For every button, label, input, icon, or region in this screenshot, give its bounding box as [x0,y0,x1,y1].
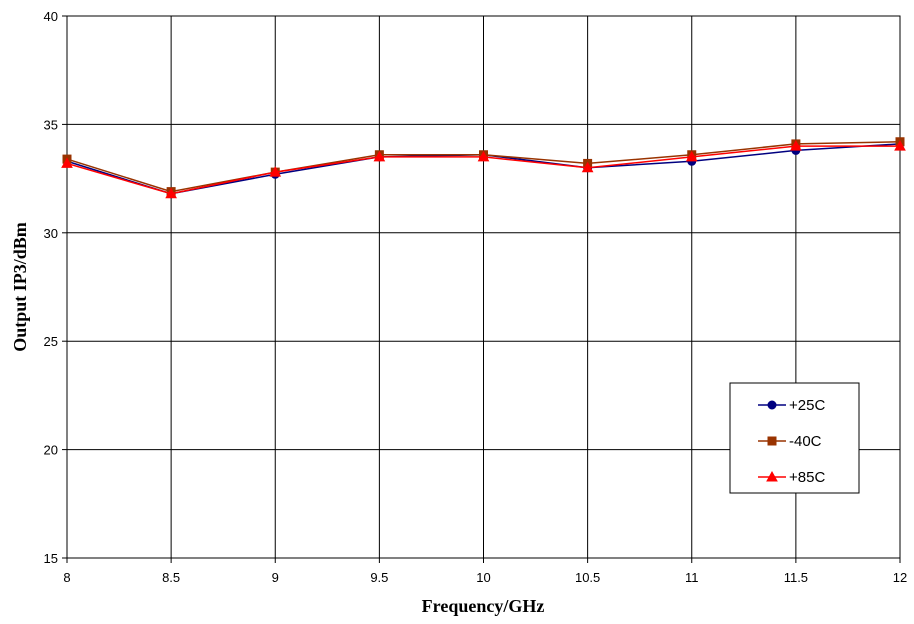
legend-marker-40c [767,436,777,446]
y-tick-label: 30 [44,226,58,241]
x-tick-label: 12 [893,570,907,585]
data-point-85c [790,140,802,151]
legend-item-85c: +85C [758,469,825,486]
legend-label: +85C [789,469,825,486]
x-tick-label: 8 [63,570,70,585]
x-tick-label: 9.5 [370,570,388,585]
series-group [61,137,906,199]
legend-marker-25c [767,400,777,410]
plot-frame [66,15,901,559]
legend: +25C -40C +85C [729,382,860,494]
x-tick-label: 11 [685,570,699,585]
data-point-85c [165,187,177,199]
legend-box [729,382,860,494]
x-tick-label: 10.5 [575,570,600,585]
legend-marker-85c [766,470,778,482]
legend-item-40c: -40C [758,433,822,450]
y-tick-label: 25 [44,334,58,349]
data-point-85c [477,150,490,162]
y-tick-label: 40 [44,9,58,24]
legend-label: +25C [789,397,825,414]
data-point-85c [894,140,906,151]
series-85c [61,140,906,199]
y-tick-label: 20 [44,443,58,458]
x-tick-label: 8.5 [162,570,180,585]
data-point-85c [685,150,698,162]
y-tick-labels: 15 20 25 30 35 40 [44,9,58,566]
data-point-85c [373,150,386,162]
x-axis-title: Frequency/GHz [422,596,545,616]
data-point-85c [61,157,73,168]
y-axis-title: Output IP3/dBm [10,222,30,352]
x-tick-labels: 8 8.5 9 9.5 10 10.5 11 11.5 12 [63,570,907,585]
y-tick-label: 15 [44,551,58,566]
x-tick-label: 9 [272,570,279,585]
y-tick-label: 35 [44,117,58,132]
legend-label: -40C [789,433,822,450]
x-tick-label: 11.5 [784,570,808,585]
data-point-85c [581,161,594,173]
x-tick-label: 10 [476,570,490,585]
legend-item-25c: +25C [758,397,825,414]
data-point-85c [269,166,282,177]
